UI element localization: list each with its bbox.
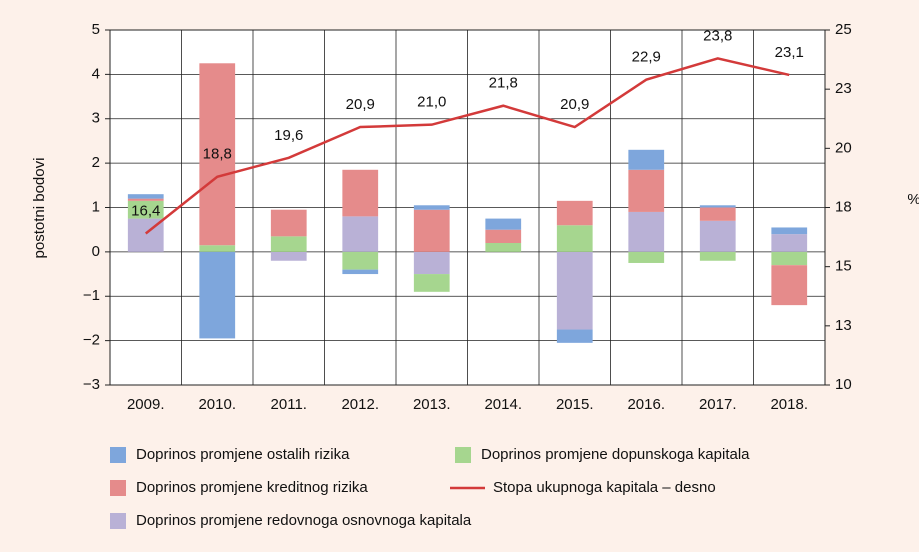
- data-label: 16,4: [131, 203, 160, 220]
- bar: [556, 225, 593, 252]
- bar: [342, 216, 379, 252]
- legend-label: Doprinos promjene redovnoga osnovnoga ka…: [136, 512, 472, 529]
- bar: [628, 211, 665, 252]
- bar: [556, 329, 593, 343]
- y-tick-label: 4: [92, 65, 100, 82]
- legend-swatch: [110, 447, 126, 463]
- data-label: 23,1: [775, 44, 804, 61]
- y-tick-label: −1: [83, 287, 100, 304]
- y-tick-label: 5: [92, 21, 100, 38]
- legend-label: Stopa ukupnoga kapitala – desno: [493, 479, 716, 496]
- bar: [342, 169, 379, 217]
- bar: [413, 274, 450, 292]
- x-tick-label: 2012.: [341, 396, 379, 413]
- y2-tick-label: 15: [835, 258, 852, 275]
- bar: [699, 207, 736, 221]
- bar: [199, 245, 236, 252]
- bar: [628, 149, 665, 170]
- y-tick-label: 0: [92, 243, 100, 260]
- y2-axis-label: %: [907, 191, 919, 208]
- bar: [771, 265, 808, 306]
- bar: [199, 63, 236, 246]
- x-tick-label: 2014.: [484, 396, 522, 413]
- bar: [270, 236, 307, 252]
- bar: [413, 209, 450, 252]
- legend-label: Doprinos promjene dopunskoga kapitala: [481, 446, 750, 463]
- y-tick-label: −2: [83, 332, 100, 349]
- bar: [771, 234, 808, 252]
- bar: [771, 251, 808, 266]
- legend-swatch: [110, 513, 126, 529]
- y2-tick-label: 25: [835, 21, 852, 38]
- bar: [485, 243, 522, 252]
- y-tick-label: 3: [92, 110, 100, 127]
- y2-tick-label: 23: [835, 80, 852, 97]
- x-tick-label: 2017.: [699, 396, 737, 413]
- bar: [699, 220, 736, 252]
- x-tick-label: 2010.: [198, 396, 236, 413]
- data-label: 22,9: [632, 49, 661, 66]
- x-tick-label: 2018.: [770, 396, 808, 413]
- bar: [485, 218, 522, 230]
- x-tick-label: 2015.: [556, 396, 594, 413]
- data-label: 21,0: [417, 94, 446, 111]
- y-tick-label: 2: [92, 154, 100, 171]
- plot-frame: [109, 29, 826, 386]
- bar: [342, 269, 379, 275]
- bar: [127, 194, 164, 199]
- bar: [699, 205, 736, 208]
- legend-label: Doprinos promjene ostalih rizika: [136, 446, 350, 463]
- y2-tick-label: 13: [835, 317, 852, 334]
- bar: [413, 205, 450, 210]
- data-label: 19,6: [274, 127, 303, 144]
- legend-label: Doprinos promjene kreditnog rizika: [136, 479, 368, 496]
- data-label: 21,8: [489, 75, 518, 92]
- y2-tick-label: 10: [835, 376, 852, 393]
- line: [144, 57, 790, 235]
- y2-tick-label: 18: [835, 198, 852, 215]
- y-tick-label: 1: [92, 198, 100, 215]
- bar: [127, 198, 164, 201]
- y-axis-label: postotni bodovi: [31, 158, 48, 259]
- bar: [199, 251, 236, 339]
- data-label: 18,8: [203, 146, 232, 163]
- data-label: 20,9: [560, 96, 589, 113]
- bar: [699, 251, 736, 261]
- bar: [485, 229, 522, 243]
- bar: [413, 251, 450, 275]
- y2-tick-label: 20: [835, 139, 852, 156]
- bar: [342, 251, 379, 270]
- x-tick-label: 2011.: [271, 396, 307, 413]
- bar: [556, 251, 593, 330]
- bar: [556, 200, 593, 226]
- x-tick-label: 2009.: [127, 396, 165, 413]
- x-tick-label: 2013.: [413, 396, 451, 413]
- data-label: 23,8: [703, 27, 732, 44]
- bar: [270, 251, 307, 261]
- legend-swatch: [455, 447, 471, 463]
- y-tick-label: −3: [83, 376, 100, 393]
- bar: [270, 209, 307, 237]
- legend-swatch: [110, 480, 126, 496]
- data-label: 20,9: [346, 96, 375, 113]
- x-tick-label: 2016.: [627, 396, 665, 413]
- bar: [628, 169, 665, 212]
- bar: [127, 200, 164, 219]
- bar: [628, 251, 665, 263]
- bar: [771, 227, 808, 235]
